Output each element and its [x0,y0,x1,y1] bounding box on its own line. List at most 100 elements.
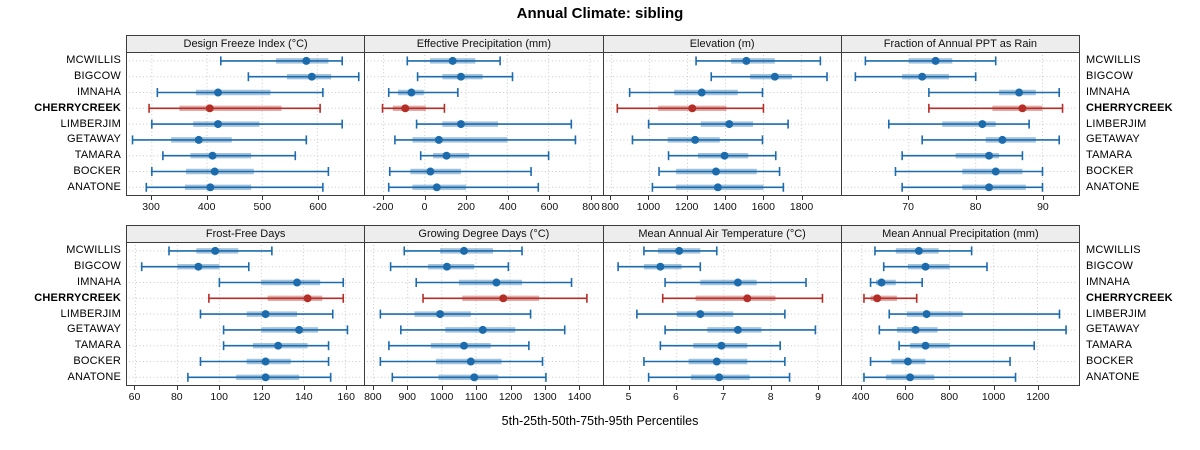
median-dot [687,104,696,113]
median-dot [921,262,930,271]
site-label-bigcow: BIGCOW [1086,69,1134,82]
percentile-whisker-limberjim [199,309,334,319]
percentile-whisker-getaway [222,325,349,335]
median-dot [442,151,451,160]
axis-tick [686,196,688,201]
panel-plot-frost-free-days [126,242,366,387]
chart-title: Annual Climate: sibling [516,5,684,22]
median-dot [194,262,203,271]
percentile-whisker-bocker [642,356,786,366]
x-axis-fraction-of-annual-ppt-as-rain: 70 80 90 [841,196,1080,218]
percentile-whisker-mcwillis [403,246,524,256]
panel-canvas [128,244,363,384]
site-label-imnaha: IMNAHA [77,85,121,98]
median-dot [695,310,704,318]
median-dot [436,310,445,318]
axis-tick [818,386,820,391]
x-axis-effective-precipitation-mm: -200 0 200 400 600 800 [364,196,603,218]
median-dot [984,151,993,160]
median-dot [1018,104,1027,113]
axis-tick [628,386,630,391]
panel-plot-mean-annual-precipitation-mm [840,242,1080,387]
panel-fraction-of-annual-ppt-as-rain: Fraction of Annual PPT as Rain 70 80 90 [840,35,1080,218]
percentile-whisker-getaway [131,135,308,145]
panel-strip-elevation-m: Elevation (m) [602,35,842,53]
median-dot [998,135,1007,144]
axis-tick [407,386,409,391]
axis-tick [510,386,512,391]
site-label-limberjim: LIMBERJIM [60,117,121,130]
axis-tick [1037,386,1039,391]
percentile-whisker-anatone [187,372,332,382]
panel-plot-elevation-m [602,52,842,197]
axis-tick [591,196,593,201]
median-dot [499,294,508,303]
axis-tick-label: 5 [625,391,632,404]
axis-tick-label: 600 [540,201,559,214]
median-dot [205,104,214,113]
axis-tick-label: 400 [499,201,517,214]
axis-tick-label: 80 [969,201,982,214]
axis-tick [949,386,951,391]
panel-canvas [367,244,601,384]
site-label-bigcow: BIGCOW [73,259,121,272]
percentile-whisker-getaway [921,135,1060,145]
median-dot [295,325,304,334]
percentile-whisker-bigcow [390,262,510,272]
panel-plot-effective-precipitation-mm [364,52,604,197]
axis-tick [476,386,478,391]
chart-row-top: MCWILLIS BIGCOW IMNAHA CHERRYCREEK LIMBERJIM… [0,35,1200,218]
x-axis-elevation-m: 800 1000 1200 1400 1600 1800 [601,196,842,218]
axis-tick-label: 800 [601,201,619,214]
site-label-mcwillis: MCWILLIS [1086,53,1141,66]
axis-tick-label: 9 [815,391,821,404]
panel-effective-precipitation-mm: Effective Precipitation (mm) -200 0 200 400 6… [364,35,604,218]
percentile-whisker-getaway [878,325,1067,335]
percentile-whisker-getaway [400,325,566,335]
axis-tick-label: 900 [398,391,417,404]
axis-tick-label: -200 [372,201,394,214]
panel-strip-frost-free-days: Frost-Free Days [126,225,366,243]
axis-tick [860,386,862,391]
axis-tick-label: 1400 [567,391,592,404]
axis-tick-label: 600 [309,201,327,214]
site-label-anatone: ANATONE [67,371,121,384]
median-dot [467,357,476,366]
median-dot [770,72,779,81]
axis-tick [579,386,581,391]
percentile-whisker-bigcow [140,262,250,272]
median-dot [302,56,311,65]
site-label-cherrycreek: CHERRYCREEK [1086,101,1173,114]
percentile-whisker-tamara [901,151,1023,161]
site-label-limberjim: LIMBERJIM [1086,307,1147,320]
median-dot [210,167,219,176]
median-dot [211,246,220,255]
percentile-whisker-bigcow [854,72,977,82]
panel-design-freeze-index-c: Design Freeze Index (°C) 300 400 500 600 [126,35,366,218]
site-label-anatone: ANATONE [1086,181,1140,194]
site-label-anatone: ANATONE [67,181,121,194]
percentile-whisker-bocker [657,166,780,176]
median-dot [261,357,270,366]
x-axis-frost-free-days: 60 80 100 120 140 160 [126,386,365,408]
median-dot [655,262,664,271]
percentile-whisker-mcwillis [168,246,273,256]
percentile-whisker-tamara [162,151,297,161]
median-dot [697,88,706,97]
site-label-mcwillis: MCWILLIS [66,53,121,66]
site-label-imnaha: IMNAHA [1086,275,1130,288]
panel-canvas [128,54,363,194]
percentile-whisker-bigcow [882,262,988,272]
axis-tick-label: 8 [767,391,774,404]
percentile-whisker-imnaha [218,277,345,287]
percentile-whisker-anatone [647,372,790,382]
percentile-whisker-tamara [388,341,530,351]
median-dot [492,278,501,287]
site-label-bigcow: BIGCOW [73,69,121,82]
median-dot [917,72,926,81]
percentile-whisker-bocker [869,356,1011,366]
axis-tick [904,386,906,391]
panels-bottom: Frost-Free Days 60 80 100 120 140 160 Growing D… [126,225,1080,408]
median-dot [460,246,469,255]
site-label-limberjim: LIMBERJIM [60,307,121,320]
